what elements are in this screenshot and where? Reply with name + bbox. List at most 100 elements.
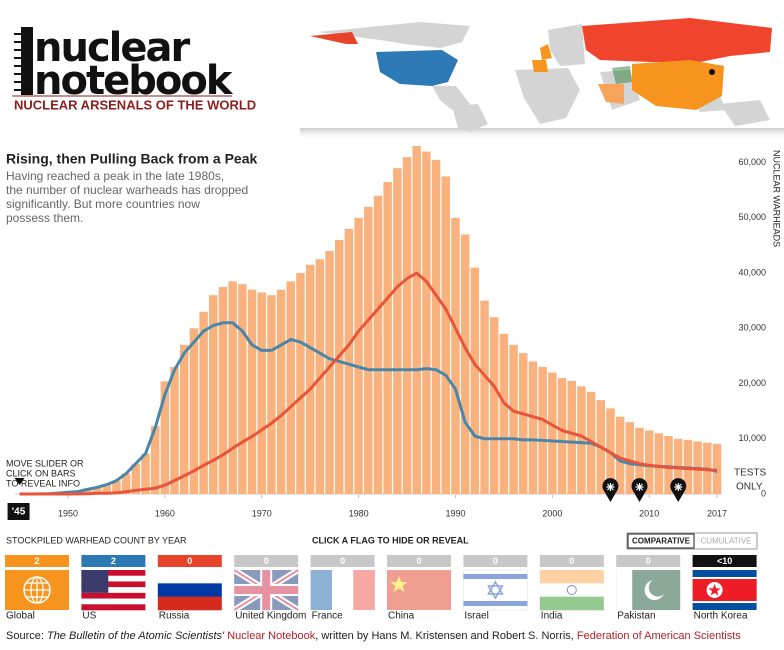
bar[interactable] [344,228,354,494]
flag[interactable]: 0 United Kingdom [232,555,306,622]
bar[interactable] [112,480,121,494]
bar[interactable] [141,453,150,494]
flag[interactable]: 0 China [387,555,451,622]
bar[interactable] [470,267,480,494]
world-map [300,18,784,140]
flag-image[interactable] [310,570,375,610]
flag[interactable]: <10 North Korea [692,555,757,622]
bar[interactable] [460,234,470,494]
flag[interactable]: 0 Russia [157,555,222,622]
flag-label[interactable]: Israel [464,611,488,622]
bar[interactable] [364,206,373,495]
flag-part [233,569,299,611]
flag-image[interactable] [81,570,146,611]
slider-label[interactable]: '45 [12,507,26,518]
flag[interactable]: 0 India [539,555,604,622]
bar[interactable] [209,295,218,494]
flag-image[interactable] [232,567,300,613]
bar[interactable] [199,311,208,494]
bar[interactable] [102,484,111,494]
flag-label[interactable]: US [82,611,96,622]
bar[interactable] [635,427,644,494]
bar[interactable] [373,195,383,494]
bar[interactable] [276,289,286,494]
bar[interactable] [383,181,392,494]
flag-image[interactable] [539,570,604,611]
bar[interactable] [296,273,305,494]
bar[interactable] [160,381,170,494]
bar[interactable] [150,426,160,494]
flag-label[interactable]: North Korea [694,611,748,622]
flag-image[interactable] [692,570,757,610]
bar[interactable] [267,295,276,494]
bar[interactable] [131,463,141,494]
flag-label[interactable]: France [312,611,344,622]
bar[interactable] [538,366,547,494]
flag[interactable]: 0 Israel [462,555,528,622]
bar[interactable] [238,284,247,494]
bar[interactable] [644,430,654,494]
bar[interactable] [247,289,257,494]
flag-image[interactable] [462,569,528,611]
slider-pointer[interactable] [14,478,25,485]
bar[interactable] [519,353,528,494]
bar[interactable] [402,157,412,495]
comparative-button[interactable] [627,533,695,549]
bar[interactable] [451,217,460,494]
bar[interactable] [334,239,344,494]
bar[interactable] [179,344,189,494]
bar[interactable] [286,281,296,494]
flag[interactable]: 2 Global [5,555,69,622]
bar[interactable] [257,292,266,494]
flag-image[interactable] [387,570,451,610]
bar[interactable] [528,361,538,494]
bar[interactable] [664,436,673,494]
flag-image[interactable] [616,570,681,610]
flag-label[interactable]: Pakistan [617,611,655,622]
bar[interactable] [431,159,441,494]
bar[interactable] [218,286,228,494]
source-link[interactable]: Federation of American Scientists [577,630,741,642]
bar[interactable] [305,264,315,494]
bar[interactable] [567,380,576,494]
comparative-button[interactable]: COMPARATIVE [632,537,691,546]
slider-handle[interactable] [7,503,30,520]
bar[interactable] [228,281,237,494]
flag-label[interactable]: Russia [159,611,190,622]
bar[interactable] [499,333,509,494]
bar[interactable] [92,487,102,494]
flag[interactable]: 2 US [81,555,146,622]
bar[interactable] [625,422,635,494]
bar[interactable] [557,378,567,494]
bar[interactable] [393,168,402,494]
flag-label[interactable]: United Kingdom [235,611,306,622]
count-label: 0 [646,556,651,566]
bar[interactable] [548,372,557,494]
flag-label[interactable]: Global [6,611,35,622]
bar[interactable] [189,328,199,494]
bar[interactable] [412,146,421,495]
bar[interactable] [121,473,131,494]
bar[interactable] [577,386,586,494]
bar[interactable] [615,416,625,494]
flag-label[interactable]: India [541,611,563,622]
source-link[interactable]: Nuclear Notebook [227,630,316,642]
flag-image[interactable] [5,570,69,610]
bar[interactable] [489,317,499,494]
bar[interactable] [480,300,489,494]
cumulative-button[interactable]: CUMULATIVE [701,537,752,546]
bar[interactable] [83,489,92,494]
flag[interactable]: 0 France [310,555,375,622]
bar[interactable] [441,176,451,494]
bar[interactable] [654,433,664,494]
flag-image[interactable] [157,570,222,611]
bar[interactable] [354,217,363,494]
bar[interactable] [422,151,431,495]
bar[interactable] [170,366,179,494]
bar[interactable] [509,344,518,494]
flag-part [234,586,299,594]
flag-label[interactable]: China [388,611,415,622]
flag[interactable]: 0 Pakistan [616,555,681,622]
bar[interactable] [325,250,334,494]
description: Having reached a peak in the late 1980s, [6,169,224,183]
